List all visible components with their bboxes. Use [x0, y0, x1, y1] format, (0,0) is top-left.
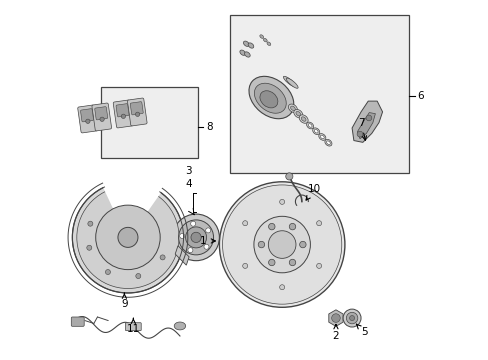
Circle shape [289, 224, 295, 230]
Circle shape [135, 112, 140, 116]
Circle shape [191, 232, 201, 243]
Ellipse shape [174, 322, 185, 330]
Circle shape [72, 182, 183, 293]
Ellipse shape [318, 134, 325, 140]
Circle shape [279, 199, 284, 204]
Circle shape [105, 270, 110, 275]
Circle shape [289, 259, 295, 266]
Circle shape [366, 115, 371, 121]
Circle shape [331, 314, 340, 322]
Ellipse shape [312, 128, 319, 135]
Ellipse shape [263, 39, 266, 42]
Circle shape [268, 231, 295, 258]
Ellipse shape [247, 43, 253, 48]
Circle shape [190, 221, 195, 226]
Ellipse shape [314, 130, 318, 133]
Text: 6: 6 [416, 91, 423, 101]
Circle shape [242, 264, 247, 269]
Polygon shape [175, 246, 189, 265]
Circle shape [100, 117, 104, 121]
Circle shape [268, 259, 274, 266]
Ellipse shape [288, 104, 297, 113]
FancyBboxPatch shape [78, 105, 97, 133]
Text: 1: 1 [200, 236, 215, 246]
Circle shape [88, 221, 93, 226]
FancyBboxPatch shape [125, 323, 141, 330]
Circle shape [172, 214, 219, 261]
Circle shape [222, 185, 341, 304]
Circle shape [356, 131, 362, 137]
Ellipse shape [307, 124, 311, 127]
Circle shape [242, 221, 247, 226]
Circle shape [316, 221, 321, 226]
Ellipse shape [306, 122, 313, 129]
FancyBboxPatch shape [92, 103, 111, 131]
Ellipse shape [260, 91, 277, 108]
Circle shape [118, 228, 138, 247]
Circle shape [160, 255, 165, 260]
Circle shape [349, 316, 354, 320]
FancyBboxPatch shape [95, 107, 107, 120]
Ellipse shape [299, 115, 307, 123]
Circle shape [178, 220, 213, 255]
Text: 8: 8 [205, 122, 212, 132]
Circle shape [121, 114, 125, 118]
Circle shape [299, 241, 305, 248]
FancyBboxPatch shape [81, 109, 93, 122]
Circle shape [253, 216, 310, 273]
Ellipse shape [259, 35, 263, 38]
Text: 7: 7 [357, 118, 366, 140]
Polygon shape [351, 101, 382, 142]
Ellipse shape [248, 76, 293, 119]
Circle shape [203, 244, 208, 249]
Ellipse shape [254, 83, 285, 113]
Text: 2: 2 [332, 325, 339, 341]
Circle shape [316, 264, 321, 269]
Circle shape [285, 173, 292, 180]
Ellipse shape [266, 42, 270, 45]
Text: 4: 4 [185, 179, 192, 189]
Circle shape [77, 186, 179, 288]
Wedge shape [102, 177, 162, 237]
Circle shape [219, 182, 344, 307]
Ellipse shape [301, 117, 305, 121]
Ellipse shape [320, 135, 324, 139]
Ellipse shape [240, 50, 245, 55]
Circle shape [205, 228, 210, 233]
Circle shape [279, 285, 284, 290]
Ellipse shape [295, 112, 300, 116]
Text: 9: 9 [121, 293, 127, 309]
FancyBboxPatch shape [71, 317, 84, 326]
Circle shape [96, 205, 160, 270]
Text: 5: 5 [356, 324, 367, 337]
Circle shape [185, 227, 206, 248]
FancyBboxPatch shape [130, 102, 143, 115]
Ellipse shape [293, 109, 302, 118]
Bar [230, 15, 408, 173]
Circle shape [258, 241, 264, 248]
Circle shape [86, 245, 92, 250]
Bar [101, 87, 198, 158]
Circle shape [187, 248, 192, 253]
Circle shape [268, 224, 274, 230]
Circle shape [346, 312, 357, 324]
Polygon shape [357, 113, 375, 139]
Ellipse shape [243, 41, 248, 46]
FancyBboxPatch shape [113, 100, 133, 128]
Circle shape [85, 119, 90, 123]
Circle shape [136, 274, 141, 279]
Circle shape [179, 233, 184, 238]
Ellipse shape [290, 106, 295, 111]
Ellipse shape [285, 78, 298, 88]
Ellipse shape [324, 139, 331, 146]
FancyBboxPatch shape [127, 98, 147, 126]
Text: 11: 11 [126, 318, 140, 334]
Ellipse shape [326, 141, 329, 144]
FancyBboxPatch shape [116, 104, 129, 117]
Circle shape [343, 309, 360, 327]
Ellipse shape [244, 52, 250, 57]
Ellipse shape [283, 76, 295, 86]
Text: 3: 3 [185, 166, 192, 176]
Text: 10: 10 [305, 184, 320, 200]
